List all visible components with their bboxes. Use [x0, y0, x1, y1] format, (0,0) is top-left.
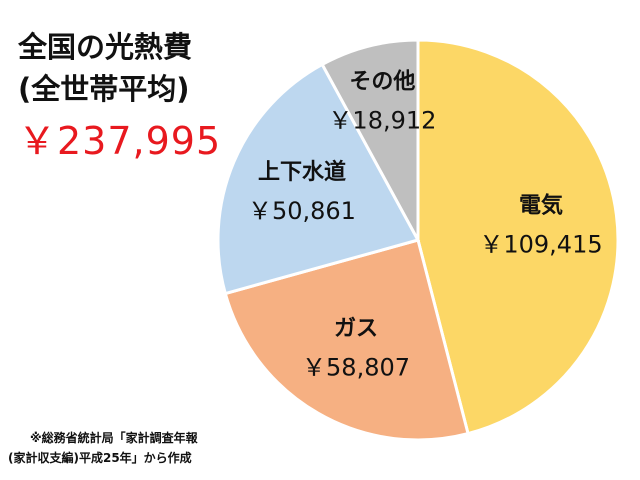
- slice-value-denki: ￥109,415: [479, 230, 602, 258]
- title-line-1: 全国の光熱費: [18, 30, 193, 64]
- slice-value-suido: ￥50,861: [248, 197, 356, 225]
- slice-value-sonota: ￥18,912: [328, 106, 436, 134]
- chart-title: 全国の光熱費 (全世帯平均): [18, 26, 192, 110]
- total-amount: ￥237,995: [18, 119, 222, 163]
- slice-name-suido: 上下水道: [258, 159, 346, 185]
- pie-slice-gas: [223, 238, 470, 442]
- pie-slice-denki: [416, 38, 620, 436]
- source-note: ※総務省統計局「家計調査年報 (家計収支編)平成25年」から作成: [8, 428, 198, 468]
- source-line-2: (家計収支編)平成25年」から作成: [8, 451, 192, 465]
- pie-slice-suido: [216, 62, 421, 296]
- slice-name-sonota: その他: [349, 69, 415, 94]
- slice-name-denki: 電気: [519, 192, 563, 218]
- pie-slice-sonota: [320, 38, 420, 241]
- slice-name-gas: ガス: [334, 316, 378, 341]
- source-line-1: ※総務省統計局「家計調査年報: [30, 431, 198, 445]
- slice-value-gas: ￥58,807: [302, 353, 410, 381]
- title-line-2: (全世帯平均): [18, 72, 190, 106]
